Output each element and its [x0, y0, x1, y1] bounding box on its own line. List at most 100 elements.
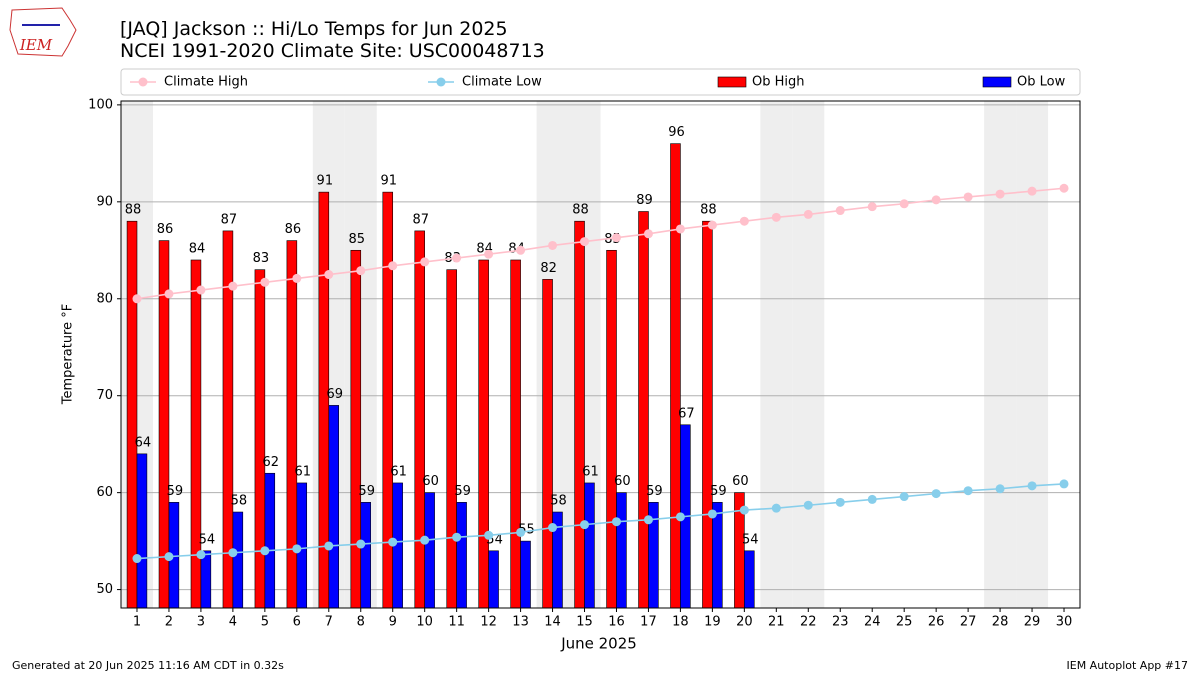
- legend-label: Climate High: [164, 75, 248, 90]
- bar: [126, 220, 138, 609]
- bar-label: 60: [732, 474, 749, 489]
- point: [867, 494, 877, 504]
- point: [260, 546, 270, 556]
- bar-label: 59: [167, 484, 184, 499]
- point: [963, 192, 973, 202]
- point: [771, 503, 781, 513]
- x-tick-label: 5: [261, 615, 269, 630]
- x-tick-label: 23: [832, 615, 849, 630]
- point: [1027, 186, 1037, 196]
- x-tick-label: 25: [896, 615, 913, 630]
- x-tick-label: 8: [357, 615, 365, 630]
- bar: [328, 405, 339, 609]
- point: [132, 554, 142, 564]
- x-tick-label: 26: [928, 615, 945, 630]
- y-tick-label: 80: [96, 291, 113, 306]
- point: [707, 509, 717, 519]
- bar-label: 54: [199, 532, 216, 547]
- bar: [744, 550, 755, 609]
- point: [931, 195, 941, 205]
- bar: [638, 211, 649, 609]
- point: [388, 261, 398, 271]
- point: [771, 212, 781, 222]
- bar: [542, 279, 553, 609]
- bar: [510, 259, 521, 609]
- x-tick-label: 1: [133, 615, 141, 630]
- point: [324, 270, 334, 280]
- point: [132, 294, 142, 304]
- x-tick-label: 27: [960, 615, 977, 630]
- bar-label: 86: [157, 222, 174, 237]
- bar: [424, 492, 435, 609]
- chart-title: [JAQ] Jackson :: Hi/Lo Temps for Jun 202…: [120, 18, 508, 40]
- weekend-shade: [1016, 101, 1049, 608]
- bar-label: 88: [700, 203, 717, 218]
- point: [260, 277, 270, 287]
- y-tick-label: 50: [96, 582, 113, 597]
- bar-label: 58: [231, 494, 248, 509]
- point: [963, 486, 973, 496]
- x-tick-label: 19: [704, 615, 721, 630]
- point: [196, 285, 206, 295]
- x-tick-label: 11: [448, 615, 465, 630]
- point: [388, 537, 398, 547]
- point: [164, 552, 174, 562]
- point: [228, 548, 238, 558]
- point: [580, 520, 590, 530]
- point: [803, 500, 813, 510]
- x-tick-label: 3: [197, 615, 205, 630]
- x-tick-label: 12: [480, 615, 497, 630]
- bar-label: 62: [263, 455, 280, 470]
- x-tick-label: 14: [544, 615, 561, 630]
- point: [356, 539, 366, 549]
- bar: [670, 143, 681, 609]
- bar: [350, 249, 362, 609]
- bar-label: 59: [710, 484, 727, 499]
- point: [164, 289, 174, 299]
- bar-label: 59: [454, 484, 471, 499]
- x-tick-label: 24: [864, 615, 881, 630]
- bar-label: 84: [189, 241, 206, 256]
- bar: [488, 550, 499, 609]
- plot-frame: [120, 100, 1081, 609]
- legend-label: Climate Low: [462, 75, 542, 90]
- bar: [360, 502, 371, 609]
- y-tick-label: 100: [88, 97, 113, 112]
- x-tick-label: 22: [800, 615, 817, 630]
- point: [1027, 481, 1037, 491]
- point: [292, 544, 302, 554]
- point: [643, 229, 653, 239]
- footer-right: IEM Autoplot App #17: [1067, 659, 1189, 672]
- point: [420, 257, 430, 267]
- footer-left: Generated at 20 Jun 2025 11:16 AM CDT in…: [12, 659, 284, 672]
- weekend-shade: [984, 101, 1017, 608]
- bar-label: 96: [668, 125, 685, 140]
- point: [611, 233, 621, 243]
- bar: [702, 220, 713, 609]
- point: [739, 216, 749, 226]
- bar: [136, 453, 148, 609]
- point: [611, 517, 621, 527]
- point: [1059, 479, 1069, 489]
- point: [835, 497, 845, 507]
- point: [835, 206, 845, 216]
- bar-label: 91: [380, 174, 397, 189]
- bar: [200, 550, 212, 609]
- x-tick-label: 15: [576, 615, 593, 630]
- chart-subtitle: NCEI 1991-2020 Climate Site: USC00048713: [120, 40, 545, 62]
- x-tick-label: 30: [1056, 615, 1073, 630]
- point: [899, 199, 909, 209]
- point: [452, 532, 462, 542]
- point: [420, 535, 430, 545]
- bar: [232, 511, 244, 609]
- point: [196, 550, 206, 560]
- legend-marker: [138, 77, 148, 87]
- weekend-shade: [760, 101, 793, 608]
- point: [548, 240, 558, 250]
- bar: [456, 502, 467, 609]
- bar: [446, 269, 457, 609]
- logo: IEM: [9, 7, 77, 57]
- bar: [478, 259, 489, 609]
- logo-text: IEM: [19, 36, 53, 54]
